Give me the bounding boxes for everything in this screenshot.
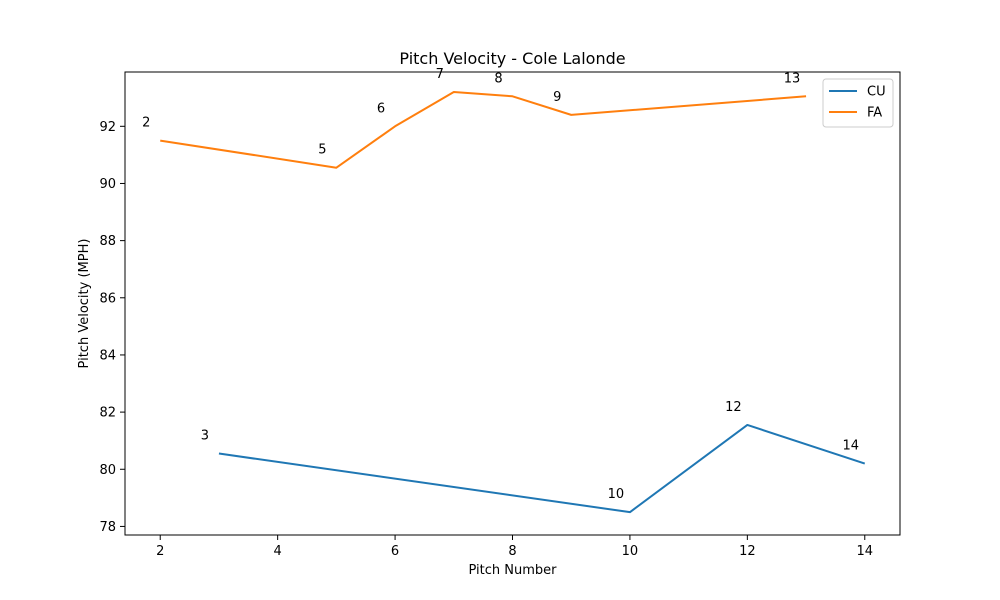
y-axis: 78 80 82 84 86 88 90 92 <box>99 120 125 535</box>
point-label: 10 <box>608 487 625 502</box>
series-line-cu <box>218 423 866 514</box>
x-tick-label: 8 <box>508 544 516 559</box>
chart-title: Pitch Velocity - Cole Lalonde <box>399 49 625 68</box>
y-tick-label: 90 <box>99 177 116 192</box>
x-axis: 2 4 6 8 10 12 14 <box>156 535 873 559</box>
point-label: 8 <box>494 71 502 86</box>
x-tick-label: 10 <box>622 544 639 559</box>
legend-label-fa: FA <box>867 106 882 121</box>
point-label: 7 <box>436 67 444 82</box>
series-line-fa <box>160 91 807 169</box>
series-layer: 3 10 12 14 2 5 6 7 8 9 13 <box>142 67 866 514</box>
y-tick-label: 92 <box>99 120 116 135</box>
x-tick-label: 14 <box>856 544 873 559</box>
point-label: 12 <box>725 400 742 415</box>
point-label: 6 <box>377 101 385 116</box>
x-tick-label: 6 <box>391 544 399 559</box>
point-label: 13 <box>784 71 801 86</box>
point-label: 2 <box>142 116 150 131</box>
y-tick-label: 82 <box>99 406 116 421</box>
point-label: 14 <box>842 439 859 454</box>
legend-label-cu: CU <box>867 85 886 100</box>
y-tick-label: 80 <box>99 463 116 478</box>
plot-area <box>124 71 901 536</box>
y-tick-label: 84 <box>99 348 116 363</box>
point-label: 3 <box>201 429 209 444</box>
point-label: 9 <box>553 90 561 105</box>
point-label: 5 <box>318 143 326 158</box>
y-tick-label: 86 <box>99 291 116 306</box>
y-tick-label: 88 <box>99 234 116 249</box>
y-tick-label: 78 <box>99 520 116 535</box>
y-axis-label: Pitch Velocity (MPH) <box>77 239 92 369</box>
x-tick-label: 2 <box>156 544 164 559</box>
x-axis-label: Pitch Number <box>468 563 557 578</box>
x-tick-label: 4 <box>274 544 282 559</box>
x-tick-label: 12 <box>739 544 756 559</box>
legend: CU FA <box>822 78 894 128</box>
